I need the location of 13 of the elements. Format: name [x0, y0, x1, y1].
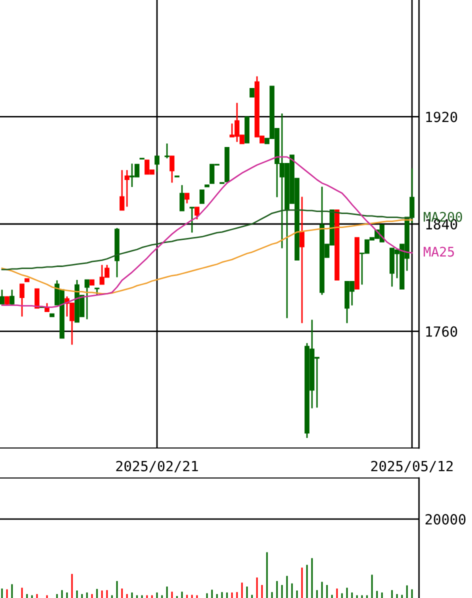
y-tick-label: 1920	[426, 112, 458, 122]
candlestick	[334, 209, 340, 280]
candlestick	[190, 206, 194, 234]
candlestick	[34, 288, 40, 309]
candlestick	[244, 116, 250, 144]
x-tick-label: 2025/05/12	[371, 460, 453, 472]
series-label: MA25	[424, 246, 454, 257]
candlestick	[164, 142, 170, 159]
candlestick	[200, 190, 204, 204]
x-tick-label: 2025/02/21	[116, 460, 198, 472]
candlestick	[354, 237, 360, 290]
y-tick-label: 20000	[426, 514, 466, 525]
y-tick-label: 1760	[426, 326, 458, 337]
